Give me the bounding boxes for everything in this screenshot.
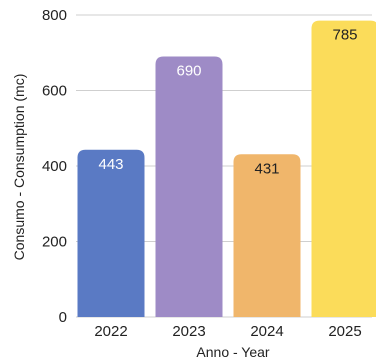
data-label: 443 [98,156,123,173]
x-tick-label: 2025 [328,323,361,340]
data-labels: 443 690 431 785 [98,27,357,178]
x-tick-label: 2022 [94,323,127,340]
y-tick-label: 600 [42,83,67,100]
y-axis-title: Consumo - Consumption (mc) [11,74,27,261]
y-tick-label: 0 [59,309,67,326]
y-axis-ticks: 0 200 400 600 800 [42,7,67,326]
x-tick-label: 2023 [172,323,205,340]
bars [77,20,376,318]
data-label: 431 [254,160,279,177]
y-tick-label: 800 [42,7,67,24]
x-axis-ticks: 2022 2023 2024 2025 [94,323,361,340]
data-label: 785 [332,27,357,44]
y-tick-label: 200 [42,234,67,251]
x-axis-title: Anno - Year [196,344,270,360]
bar-2022 [77,149,145,317]
data-label: 690 [176,63,201,80]
y-tick-label: 400 [42,158,67,175]
bar-2025 [311,20,376,317]
bar-2023 [155,56,223,318]
bar-2024 [233,154,301,317]
x-tick-label: 2024 [250,323,283,340]
